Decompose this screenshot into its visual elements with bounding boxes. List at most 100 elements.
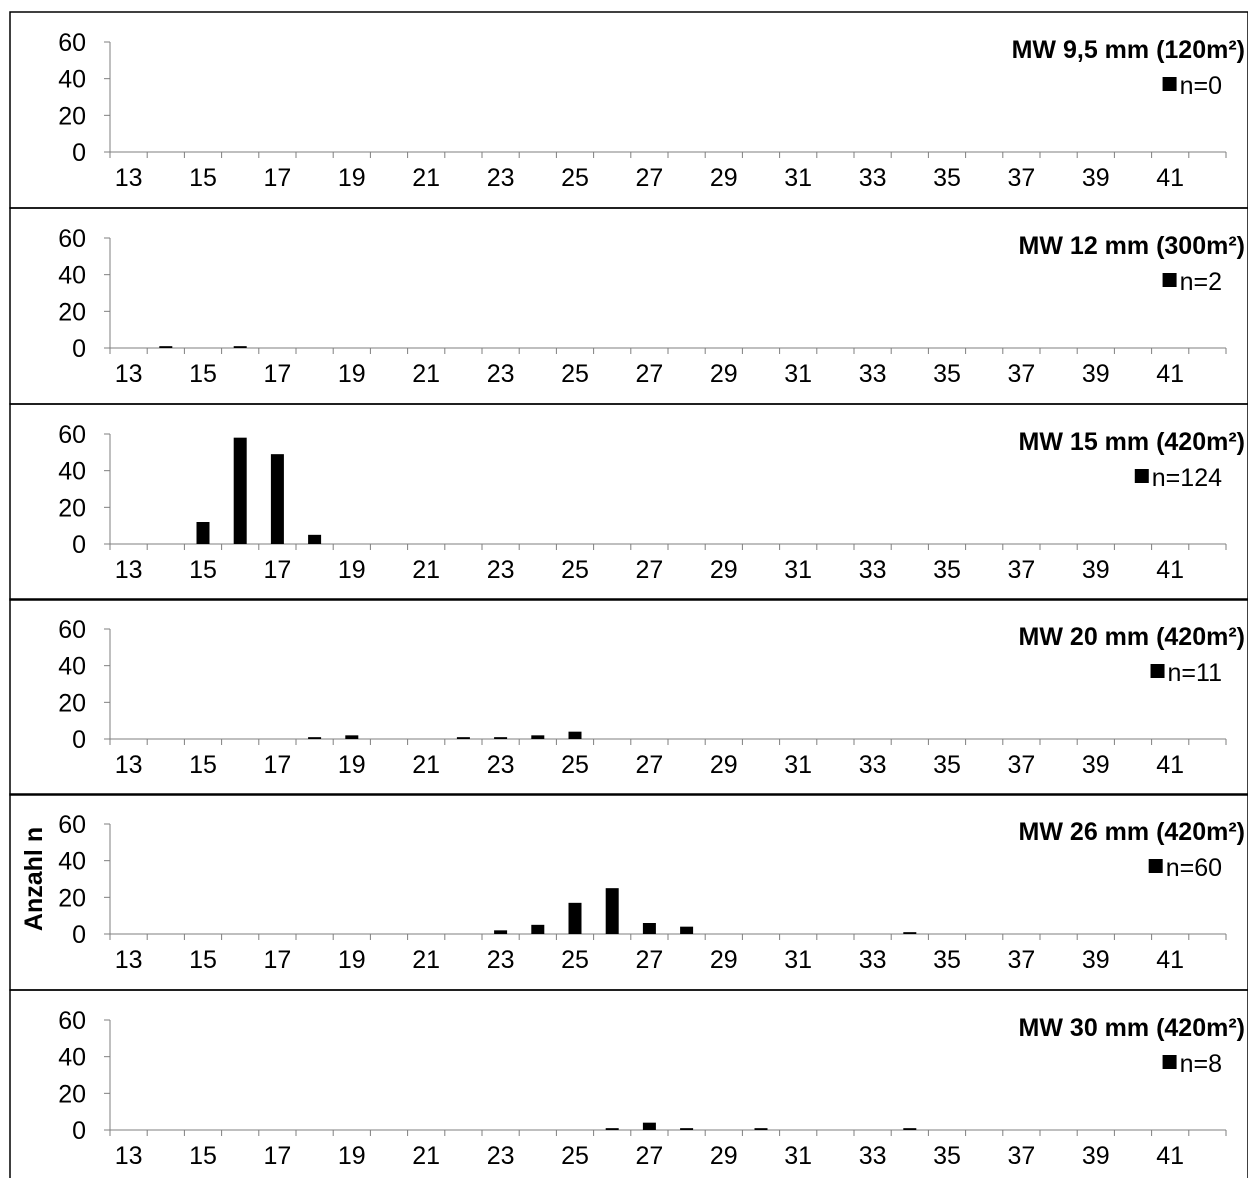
panel-title: MW 15 mm (420m²) [1019,428,1245,456]
y-tick-label: 20 [58,298,86,326]
x-tick-label: 37 [1007,360,1035,388]
x-tick-label: 19 [338,1142,366,1170]
x-tick-label: 25 [561,360,589,388]
x-tick-label: 37 [1007,946,1035,974]
x-tick-label: 41 [1156,556,1184,584]
x-tick-label: 29 [710,1142,738,1170]
x-tick-label: 15 [189,556,217,584]
y-tick-label: 60 [58,616,86,644]
x-tick-label: 39 [1082,751,1110,779]
bar-27 [642,1122,656,1130]
x-tick-label: 27 [635,556,663,584]
y-tick-label: 40 [58,262,86,290]
x-tick-label: 29 [710,360,738,388]
panel-frame [9,989,1248,1178]
y-tick-label: 0 [72,921,86,949]
x-tick-label: 37 [1007,1142,1035,1170]
x-tick-label: 41 [1156,1142,1184,1170]
bar-18 [308,534,322,544]
x-tick-label: 39 [1082,1142,1110,1170]
panel-title: MW 26 mm (420m²) [1019,818,1245,846]
bar-30 [754,1128,768,1130]
bar-34 [903,932,917,934]
x-tick-label: 39 [1082,556,1110,584]
x-tick-label: 27 [635,1142,663,1170]
bar-18 [308,737,322,739]
chart-panel-6: 0 20 40 60 13 15 17 19 21 23 25 27 29 31 33 35 37 39 41 MW … [9,989,1248,1178]
x-tick-label: 27 [635,751,663,779]
x-tick-label: 23 [487,751,515,779]
x-tick-label: 17 [263,1142,291,1170]
x-tick-label: 17 [263,556,291,584]
x-tick-label: 21 [412,1142,440,1170]
x-tick-label: 37 [1007,751,1035,779]
x-tick-label: 35 [933,360,961,388]
x-tick-label: 41 [1156,946,1184,974]
chart-panel-5: 0 20 40 60 13 15 17 19 21 23 25 27 29 31 33 35 37 39 41 MW … [9,793,1248,991]
x-tick-label: 27 [635,946,663,974]
legend-swatch [1162,1055,1177,1069]
legend-label: n=8 [1180,1050,1222,1078]
panel-title: MW 9,5 mm (120m²) [1012,36,1245,64]
panel-title: MW 30 mm (420m²) [1019,1014,1245,1042]
x-tick-label: 23 [487,946,515,974]
chart-panel-2: 0 20 40 60 13 15 17 19 21 23 25 27 29 31 33 35 37 39 41 MW … [9,207,1248,405]
y-tick-label: 40 [58,1044,86,1072]
legend-label: n=0 [1180,72,1222,100]
x-tick-label: 17 [263,164,291,192]
x-tick-label: 33 [859,751,887,779]
bar-22 [456,737,470,739]
bar-27 [642,923,656,934]
x-tick-label: 25 [561,751,589,779]
x-tick-label: 35 [933,1142,961,1170]
legend-swatch [1150,664,1165,678]
legend-swatch [1162,273,1177,287]
x-tick-label: 23 [487,1142,515,1170]
x-tick-label: 31 [784,556,812,584]
bar-26 [605,888,619,934]
x-tick-label: 41 [1156,164,1184,192]
y-tick-label: 0 [72,335,86,363]
legend-swatch [1148,859,1163,873]
y-tick-label: 60 [58,225,86,253]
x-tick-label: 25 [561,556,589,584]
y-tick-label: 60 [58,29,86,57]
x-tick-label: 33 [859,556,887,584]
x-tick-label: 13 [115,360,143,388]
bar-25 [568,902,582,934]
panel-frame [9,403,1248,601]
legend-label: n=2 [1180,268,1222,296]
bar-34 [903,1128,917,1130]
bar-26 [605,1128,619,1130]
bar-19 [345,735,359,739]
y-tick-label: 20 [58,689,86,717]
x-tick-label: 13 [115,164,143,192]
bar-24 [531,924,545,934]
x-tick-label: 29 [710,751,738,779]
x-tick-label: 33 [859,946,887,974]
x-tick-label: 31 [784,751,812,779]
x-tick-label: 19 [338,164,366,192]
x-tick-label: 19 [338,556,366,584]
y-tick-label: 20 [58,494,86,522]
x-tick-label: 29 [710,946,738,974]
x-tick-label: 23 [487,164,515,192]
x-tick-label: 41 [1156,360,1184,388]
y-tick-label: 0 [72,531,86,559]
x-tick-label: 35 [933,556,961,584]
y-tick-label: 0 [72,1117,86,1145]
bar-16 [233,437,247,544]
chart-panel-3: 0 20 40 60 13 15 17 19 21 23 25 27 29 31 33 35 37 39 41 MW … [9,403,1248,601]
y-tick-label: 60 [58,1007,86,1035]
bar-17 [270,454,284,544]
x-tick-label: 33 [859,164,887,192]
bar-23 [494,930,508,934]
y-tick-label: 60 [58,421,86,449]
panel-title: MW 12 mm (300m²) [1019,232,1245,260]
x-tick-label: 27 [635,164,663,192]
legend-label: n=60 [1166,854,1222,882]
bar-23 [494,737,508,739]
y-tick-label: 40 [58,653,86,681]
x-tick-label: 35 [933,164,961,192]
